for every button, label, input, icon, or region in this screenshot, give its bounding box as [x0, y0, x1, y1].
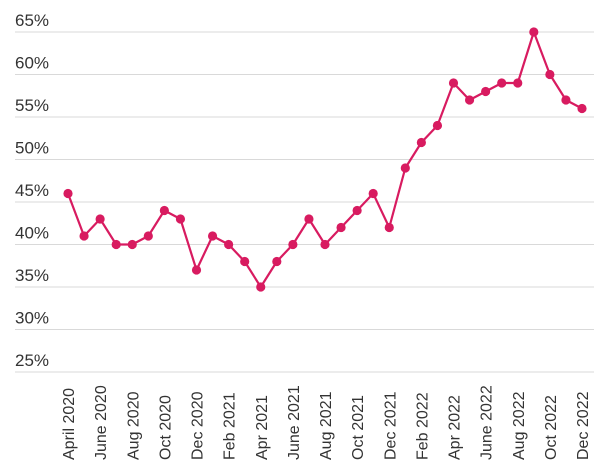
data-point — [577, 103, 587, 114]
data-point — [545, 69, 555, 80]
x-tick-label: June 2021 — [286, 385, 303, 460]
x-tick-label: Feb 2022 — [414, 392, 431, 460]
data-point — [416, 137, 426, 148]
data-point — [175, 214, 186, 224]
x-tick-label: Aug 2022 — [511, 391, 528, 460]
data-point — [448, 78, 459, 88]
x-tick-label: Dec 2021 — [382, 391, 399, 460]
x-tick-label: Feb 2021 — [222, 392, 239, 460]
data-point — [464, 95, 475, 105]
data-point — [272, 256, 282, 267]
data-point — [63, 188, 73, 199]
data-point — [240, 256, 250, 267]
y-tick-label: 30% — [15, 309, 49, 328]
data-point — [320, 239, 330, 250]
data-point — [529, 27, 539, 37]
data-point — [79, 231, 89, 241]
data-point — [561, 95, 571, 105]
x-tick-label: Dec 2022 — [575, 391, 592, 460]
data-point — [95, 214, 105, 224]
data-point — [288, 239, 298, 250]
data-point — [111, 239, 121, 250]
data-point — [400, 163, 410, 173]
data-point — [304, 214, 314, 224]
data-point — [384, 222, 394, 233]
data-point — [432, 120, 443, 131]
y-tick-label: 25% — [15, 351, 49, 370]
x-tick-label: Aug 2020 — [125, 391, 142, 460]
data-point — [224, 239, 234, 250]
x-tick-label: Apr 2022 — [447, 395, 464, 460]
data-point — [481, 86, 491, 97]
data-point — [497, 78, 507, 88]
y-tick-label: 55% — [15, 96, 49, 115]
x-tick-label: Oct 2020 — [157, 395, 174, 460]
data-point — [256, 282, 266, 292]
x-tick-label: June 2020 — [93, 385, 110, 460]
data-point — [159, 205, 169, 216]
y-axis-ticks: 25% 30% 35% 40% 45% 50% 55% 60% 65% — [15, 11, 49, 370]
y-tick-label: 40% — [15, 224, 49, 243]
data-point — [336, 222, 346, 233]
x-tick-label: June 2022 — [479, 385, 496, 460]
x-tick-label: April 2020 — [61, 388, 78, 460]
x-tick-label: Apr 2021 — [254, 395, 271, 460]
data-point — [368, 188, 378, 199]
data-point — [191, 265, 202, 275]
x-tick-label: Oct 2021 — [350, 395, 367, 460]
gridlines — [15, 31, 594, 373]
y-tick-label: 50% — [15, 139, 49, 158]
y-tick-label: 35% — [15, 266, 49, 285]
data-point — [513, 78, 523, 88]
data-point — [352, 205, 362, 216]
y-tick-label: 65% — [15, 11, 49, 30]
x-tick-label: Oct 2022 — [543, 395, 560, 460]
x-axis-ticks: April 2020 June 2020 Aug 2020 Oct 2020 Dec 2… — [61, 385, 592, 460]
data-point — [127, 239, 137, 250]
y-tick-label: 60% — [15, 54, 49, 73]
data-points — [63, 27, 587, 292]
x-tick-label: Aug 2021 — [318, 391, 335, 460]
data-point — [143, 231, 153, 241]
data-point — [207, 231, 218, 241]
x-tick-label: Dec 2020 — [190, 391, 207, 460]
y-tick-label: 45% — [15, 181, 49, 200]
